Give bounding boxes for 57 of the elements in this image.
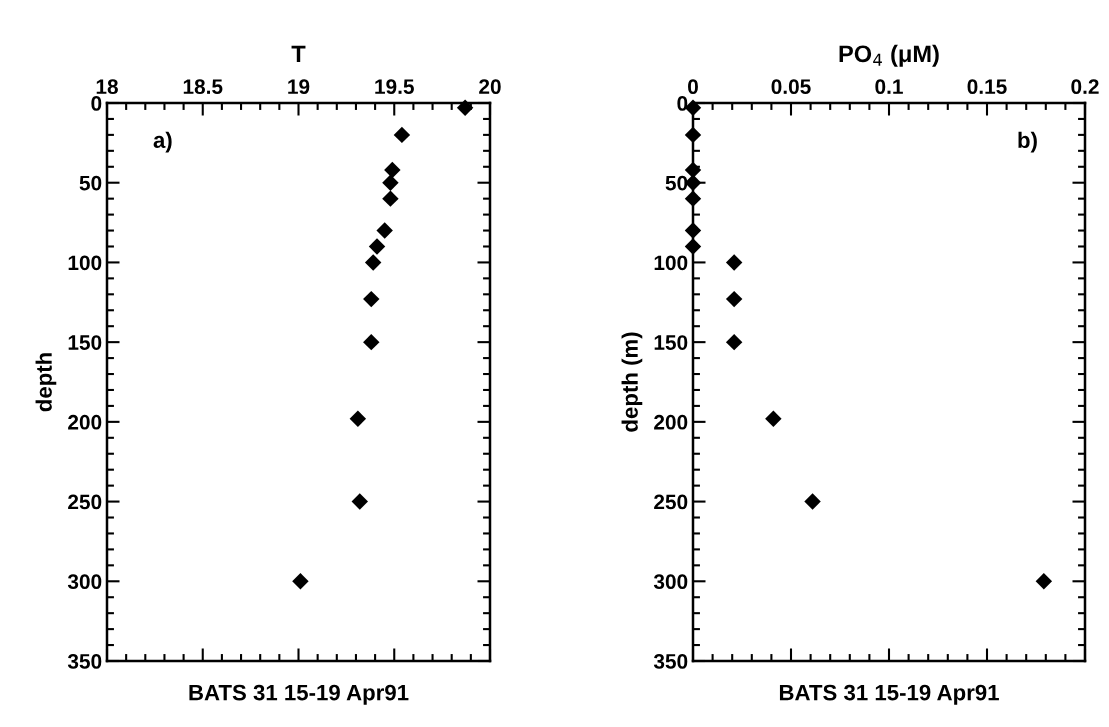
y-tick-label: 150 [654, 335, 688, 350]
x-tick-label: 0.2 [1071, 79, 1099, 95]
point [363, 290, 380, 308]
point [804, 493, 821, 510]
point [368, 238, 386, 255]
point [292, 573, 309, 590]
y-tick-label: 200 [654, 414, 688, 430]
point [765, 410, 782, 427]
x-axis-title: PO$_{4}$ (μM) [839, 44, 939, 67]
point [349, 410, 367, 427]
y-tick-label: 250 [68, 494, 102, 510]
x-tick-label: 0.05 [771, 79, 811, 95]
y-tick-label: 50 [79, 175, 102, 191]
point [382, 174, 399, 191]
annotation: a) [153, 131, 172, 153]
y-tick-label: 350 [653, 654, 688, 669]
point [384, 161, 401, 179]
point [684, 222, 702, 239]
y-tick-label: 300 [653, 574, 688, 590]
point [684, 190, 702, 207]
annotation: b) [1018, 131, 1037, 153]
x-tick-label: 20 [479, 79, 501, 95]
point [725, 254, 743, 271]
y-tick-label: 100 [68, 255, 102, 271]
point [393, 126, 411, 144]
point [725, 333, 743, 351]
y-tick-label: 350 [67, 654, 102, 669]
y-tick-label: 250 [654, 494, 688, 510]
y-tick-label: 300 [67, 574, 102, 590]
x-tick-label: 18 [96, 79, 118, 95]
point [363, 333, 380, 351]
text: BATS 31 15-19 Apr91 [779, 684, 999, 705]
point [382, 190, 399, 207]
y-tick-label: 100 [654, 255, 688, 271]
y-axis-title: depth [35, 353, 57, 412]
x-tick-label: 0.15 [967, 79, 1007, 95]
x-axis-title: T [291, 45, 306, 63]
point [456, 99, 474, 116]
point [684, 238, 702, 255]
x-tick-label: 19 [288, 79, 310, 95]
y-tick-label: 0 [91, 96, 102, 111]
point [364, 254, 382, 271]
point [351, 493, 368, 510]
y-axis-title: depth (m) [621, 332, 643, 432]
x-tick-label: 19.5 [375, 79, 414, 95]
text: BATS 31 15-19 Apr91 [189, 684, 409, 705]
point [1035, 573, 1053, 590]
point [376, 222, 393, 239]
x-tick-label: 0.1 [875, 79, 903, 95]
y-tick-label: 200 [68, 414, 102, 430]
point [725, 290, 743, 308]
y-tick-label: 0 [677, 96, 688, 111]
y-tick-label: 150 [68, 335, 102, 350]
x-tick-label: 18.5 [183, 79, 223, 95]
point [684, 126, 702, 144]
y-tick-label: 50 [665, 175, 688, 191]
x-tick-label: 0 [688, 79, 698, 95]
